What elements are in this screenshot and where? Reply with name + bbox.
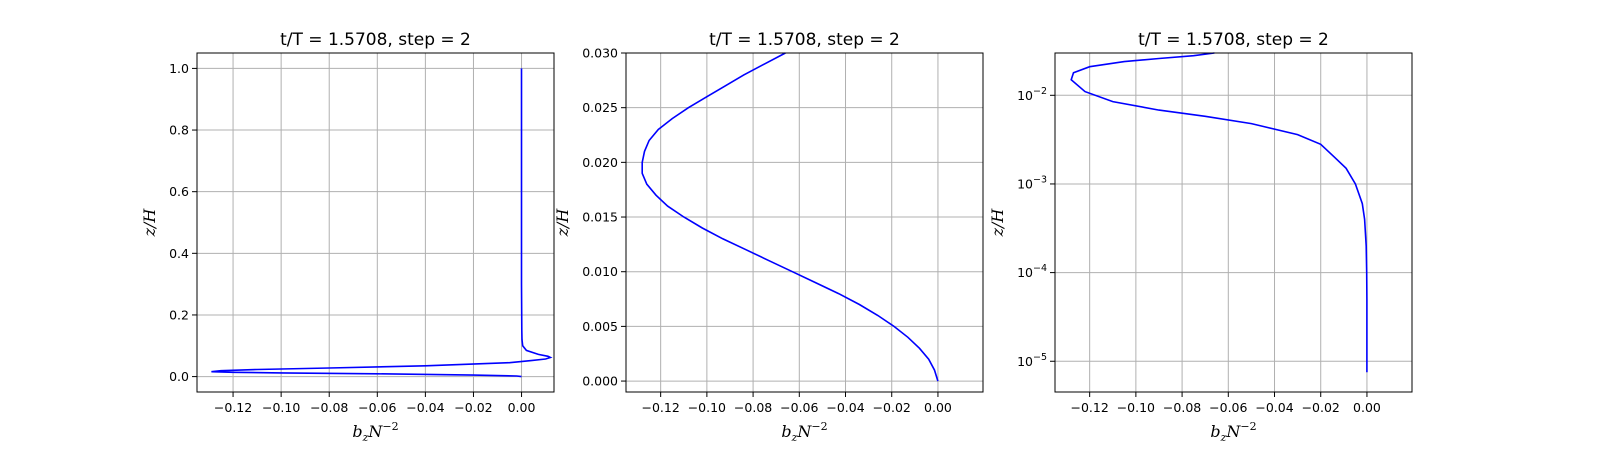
x-tick-label: 0.00 (508, 400, 536, 415)
chart-title: t/T = 1.5708, step = 2 (280, 30, 471, 50)
panel-3: −0.12 −0.10 −0.08 −0.06 −0.04 −0.02 0.00 10−5 10… (988, 30, 1413, 444)
x-tick-label: −0.04 (406, 400, 444, 415)
x-axis-label: bzN−2 (781, 420, 827, 444)
y-axis-label: z/H (553, 208, 572, 238)
chart-title: t/T = 1.5708, step = 2 (709, 30, 900, 50)
x-tick-label: −0.02 (1302, 400, 1340, 415)
x-tick-label: −0.08 (1163, 400, 1201, 415)
x-tick-label: −0.02 (873, 400, 911, 415)
y-axis-label: z/H (988, 208, 1007, 238)
x-tick-label: −0.12 (642, 400, 680, 415)
chart-title: t/T = 1.5708, step = 2 (1138, 30, 1329, 50)
y-tick-label: 0.0 (169, 369, 189, 384)
x-tick-label: −0.08 (734, 400, 772, 415)
x-tick-label: 0.00 (1353, 400, 1381, 415)
y-tick-label: 0.030 (582, 46, 618, 61)
x-tick-label: −0.12 (1071, 400, 1109, 415)
y-tick-label: 0.8 (169, 123, 189, 138)
panel-2: −0.12 −0.10 −0.08 −0.06 −0.04 −0.02 0.00 0.000 0… (553, 30, 984, 444)
y-tick-label: 1.0 (169, 61, 189, 76)
plot-frame (1054, 52, 1413, 393)
y-tick-label: 10−4 (1017, 263, 1047, 280)
x-tick-label: −0.06 (780, 400, 818, 415)
x-tick-label: −0.08 (310, 400, 348, 415)
series-line (641, 52, 939, 382)
x-tick-label: −0.04 (826, 400, 864, 415)
y-tick-label: 10−2 (1017, 86, 1047, 103)
y-tick-label: 10−5 (1017, 352, 1047, 369)
x-tick-label: −0.10 (688, 400, 726, 415)
y-tick-label: 0.2 (169, 307, 189, 322)
x-tick-label: −0.04 (1255, 400, 1293, 415)
series-line (1070, 52, 1368, 373)
plot-frame (625, 52, 984, 393)
y-tick-label: 0.4 (169, 246, 189, 261)
y-tick-label: 0.6 (169, 184, 189, 199)
y-tick-label: 0.020 (582, 155, 618, 170)
x-tick-label: −0.06 (358, 400, 396, 415)
x-tick-label: −0.06 (1209, 400, 1247, 415)
x-axis-label: bzN−2 (352, 420, 398, 444)
y-tick-label: 0.000 (582, 374, 618, 389)
x-axis-label: bzN−2 (1210, 420, 1256, 444)
plot-frame (196, 52, 555, 393)
x-tick-label: −0.02 (454, 400, 492, 415)
panel-1: −0.12 −0.10 −0.08 −0.06 −0.04 −0.02 0.00 0.0 0.2… (140, 30, 555, 444)
y-axis-label: z/H (140, 208, 159, 238)
y-tick-label: 10−3 (1017, 174, 1047, 191)
y-tick-label: 0.015 (582, 210, 618, 225)
x-tick-label: −0.10 (262, 400, 300, 415)
x-tick-label: −0.10 (1117, 400, 1155, 415)
y-tick-label: 0.005 (582, 319, 618, 334)
y-tick-label: 0.025 (582, 100, 618, 115)
x-tick-label: 0.00 (924, 400, 952, 415)
y-tick-label: 0.010 (582, 264, 618, 279)
series-line (211, 68, 553, 378)
x-tick-label: −0.12 (214, 400, 252, 415)
